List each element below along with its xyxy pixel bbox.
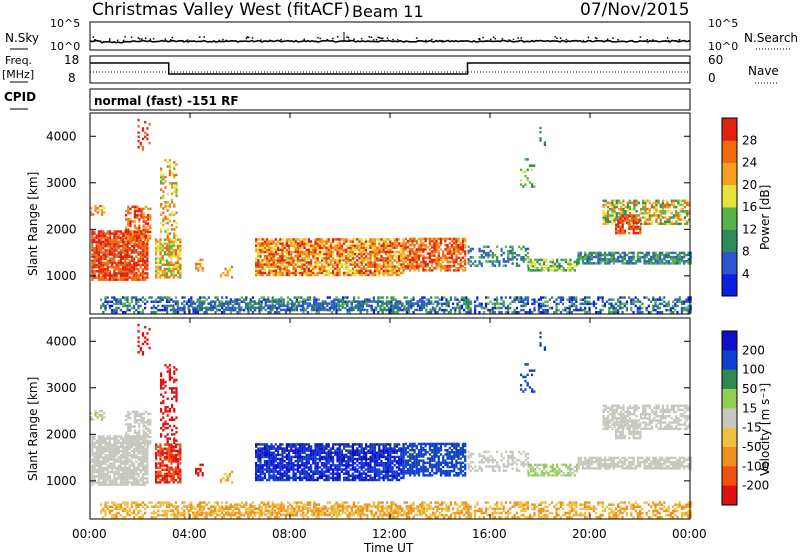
y-tick-label: 1000	[46, 269, 77, 283]
freq-tick-bottom: 8	[68, 71, 76, 85]
velocity-cbar-label: Velocity [m s⁻¹]	[758, 383, 772, 476]
cpid-value: normal (fast) -151 RF	[94, 94, 239, 108]
y-tick-label: 4000	[46, 334, 77, 348]
velocity-cbar-swatch	[722, 331, 737, 351]
cpid-label: CPID	[4, 90, 36, 104]
freq-trace	[90, 63, 690, 74]
velocity-cbar-swatch	[722, 466, 737, 486]
freq-panel	[90, 56, 690, 83]
power-panel-frame	[90, 113, 690, 314]
nsearch-tick-top: 10^5	[708, 17, 738, 30]
power-cbar-swatch	[722, 207, 737, 230]
velocity-cbar-tick: -200	[742, 479, 769, 493]
nave-label: Nave	[748, 64, 779, 78]
y-tick-label: 4000	[46, 129, 77, 143]
x-axis-title: Time UT	[363, 541, 414, 554]
nave-tick-top: 60	[708, 53, 723, 67]
x-tick-label: 16:00	[472, 527, 507, 541]
power-cbar-swatch	[722, 118, 737, 141]
power-cbar-tick: 28	[742, 133, 757, 147]
velocity-cbar-tick: 200	[742, 343, 765, 357]
date-label: 07/Nov/2015	[580, 0, 690, 20]
power-ylabel: Slant Range [km]	[26, 172, 40, 276]
power-cbar-swatch	[722, 229, 737, 252]
nsky-tick-top: 10^5	[50, 17, 80, 30]
x-tick-label: 00:00	[72, 527, 107, 541]
velocity-cbar-swatch	[722, 486, 737, 506]
power-cbar-tick: 24	[742, 156, 757, 170]
beam-label: Beam 11	[352, 2, 424, 21]
velocity-cbar-swatch	[722, 370, 737, 390]
y-tick-label: 2000	[46, 222, 77, 236]
power-cbar-tick: 8	[742, 245, 750, 259]
power-cbar-tick: 20	[742, 178, 757, 192]
nsearch-tick-bottom: 10^0	[708, 40, 738, 53]
power-cbar-tick: 12	[742, 222, 757, 236]
power-cbar-swatch	[722, 140, 737, 163]
freq-tick-top: 18	[64, 53, 79, 67]
velocity-cbar-tick: 100	[742, 363, 765, 377]
velocity-cbar-tick: 15	[742, 401, 757, 415]
power-cbar-swatch	[722, 252, 737, 275]
velocity-cbar-swatch	[722, 350, 737, 370]
y-tick-label: 1000	[46, 474, 77, 488]
nsky-trace	[90, 32, 690, 43]
power-cbar-swatch	[722, 185, 737, 208]
nsearch-label: N.Search	[744, 31, 798, 45]
y-tick-label: 3000	[46, 176, 77, 190]
nave-tick-bottom: 0	[708, 71, 716, 85]
y-tick-label: 2000	[46, 427, 77, 441]
velocity-cbar-tick: 50	[742, 382, 757, 396]
power-cbar-label: Power [dB]	[758, 185, 772, 250]
power-cbar-tick: 4	[742, 267, 750, 281]
x-tick-label: 00:00	[672, 527, 707, 541]
x-tick-label: 20:00	[572, 527, 607, 541]
velocity-cbar-swatch	[722, 447, 737, 467]
y-tick-label: 3000	[46, 381, 77, 395]
velocity-heatmap	[90, 324, 692, 519]
power-cbar-tick: 16	[742, 200, 757, 214]
freq-unit: [MHz]	[2, 68, 34, 81]
x-tick-label: 04:00	[172, 527, 207, 541]
x-tick-label: 12:00	[372, 527, 407, 541]
freq-label: Freq.	[5, 54, 32, 67]
nsky-tick-bottom: 10^0	[50, 40, 80, 53]
nsky-panel	[90, 22, 690, 50]
x-tick-label: 08:00	[272, 527, 307, 541]
velocity-cbar-swatch	[722, 389, 737, 409]
power-cbar-swatch	[722, 163, 737, 186]
velocity-panel-frame	[90, 318, 690, 519]
power-colorbar: 4 8 12 16 20 24 28	[722, 118, 757, 297]
nsky-label: N.Sky	[5, 31, 39, 45]
velocity-cbar-swatch	[722, 428, 737, 448]
velocity-cbar-swatch	[722, 408, 737, 428]
velocity-ylabel: Slant Range [km]	[26, 377, 40, 481]
power-cbar-swatch	[722, 274, 737, 297]
power-heatmap	[90, 119, 692, 314]
station-title: Christmas Valley West (fitACF)	[92, 0, 350, 20]
